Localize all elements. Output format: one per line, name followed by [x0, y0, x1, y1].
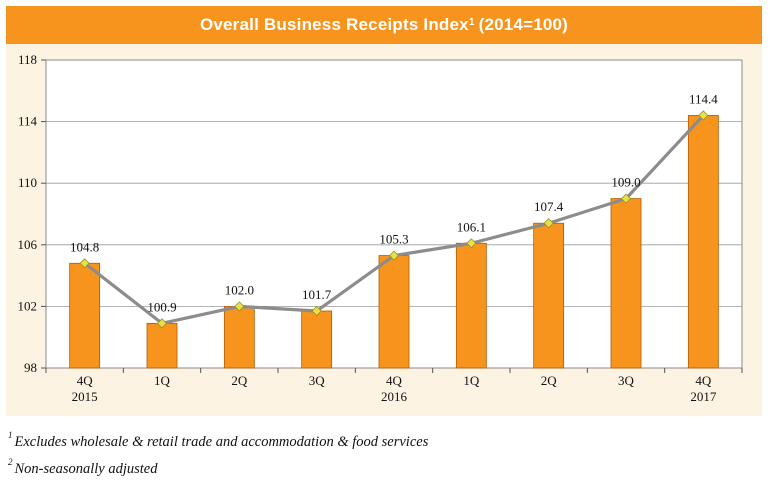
point-7 — [620, 193, 632, 204]
point-5 — [466, 238, 477, 249]
data-label-0: 104.8 — [70, 239, 99, 254]
chart-title-text: Overall Business Receipts Index — [199, 15, 469, 34]
data-labels: 104.8 100.9 102.0 101.7 105.3 106.1 107.4 109.0… — [70, 91, 718, 314]
bar-5 — [455, 242, 487, 369]
data-label-3: 101.7 — [302, 287, 332, 302]
trend-line — [79, 110, 709, 329]
footnotes: 1 Excludes wholesale & retail trade and a… — [8, 426, 428, 480]
bar-7 — [610, 198, 642, 369]
y-tick-label: 98 — [24, 360, 37, 375]
chart-title-superscript: 1 — [468, 16, 475, 28]
y-tick-label: 102 — [18, 298, 38, 313]
data-label-6: 107.4 — [534, 199, 564, 214]
point-3 — [311, 305, 322, 317]
bar-3 — [301, 310, 333, 369]
data-label-1: 100.9 — [147, 299, 176, 314]
footnote-1: 1 Excludes wholesale & retail trade and a… — [8, 426, 428, 453]
x-tick-label: 3Q — [309, 373, 326, 388]
x-year-label: 2015 — [72, 389, 98, 404]
data-label-7: 109.0 — [611, 175, 640, 190]
bar-4 — [378, 255, 410, 369]
y-tick-label: 106 — [18, 237, 38, 252]
footnote-1-mark: 1 — [8, 430, 13, 440]
x-tick-label: 3Q — [618, 373, 635, 388]
x-year-label: 2017 — [690, 389, 717, 404]
footnote-2-mark: 2 — [8, 456, 13, 467]
point-2 — [234, 301, 245, 312]
data-label-8: 114.4 — [689, 91, 718, 106]
x-year-label: 2016 — [381, 389, 408, 404]
footnote-1-text: Excludes wholesale & retail trade and ac… — [14, 433, 429, 450]
point-6 — [543, 218, 554, 229]
point-8 — [698, 110, 709, 121]
point-0 — [79, 258, 90, 269]
y-tick-label: 118 — [18, 52, 37, 67]
x-tick-label: 1Q — [463, 373, 480, 388]
x-tick-label: 1Q — [154, 373, 171, 388]
bar-6 — [533, 222, 565, 369]
point-1 — [156, 318, 168, 329]
chart-title: Overall Business Receipts Index 1 (2014=1… — [6, 6, 762, 44]
bar-0 — [69, 262, 101, 369]
y-tick-label: 114 — [18, 114, 38, 129]
point-4 — [388, 250, 400, 261]
data-label-5: 106.1 — [457, 219, 486, 234]
data-label-2: 102.0 — [225, 282, 254, 297]
x-tick-label: 2Q — [541, 373, 558, 388]
x-tick-label: 2Q — [231, 373, 248, 388]
footnote-2-text: Non-seasonally adjusted — [14, 460, 158, 477]
chart-title-suffix: (2014=100) — [478, 15, 569, 34]
x-tick-label: 4Q — [386, 373, 403, 388]
bar-1 — [146, 322, 178, 369]
footnote-2: 2 Non-seasonally adjusted — [8, 453, 428, 480]
bar-8 — [687, 115, 719, 369]
x-tick-label: 4Q — [77, 373, 94, 388]
bars — [69, 115, 719, 369]
y-tick-label: 110 — [18, 175, 37, 190]
data-label-4: 105.3 — [379, 232, 408, 247]
x-tick-label: 4Q — [695, 373, 712, 388]
bar-2 — [223, 305, 255, 369]
